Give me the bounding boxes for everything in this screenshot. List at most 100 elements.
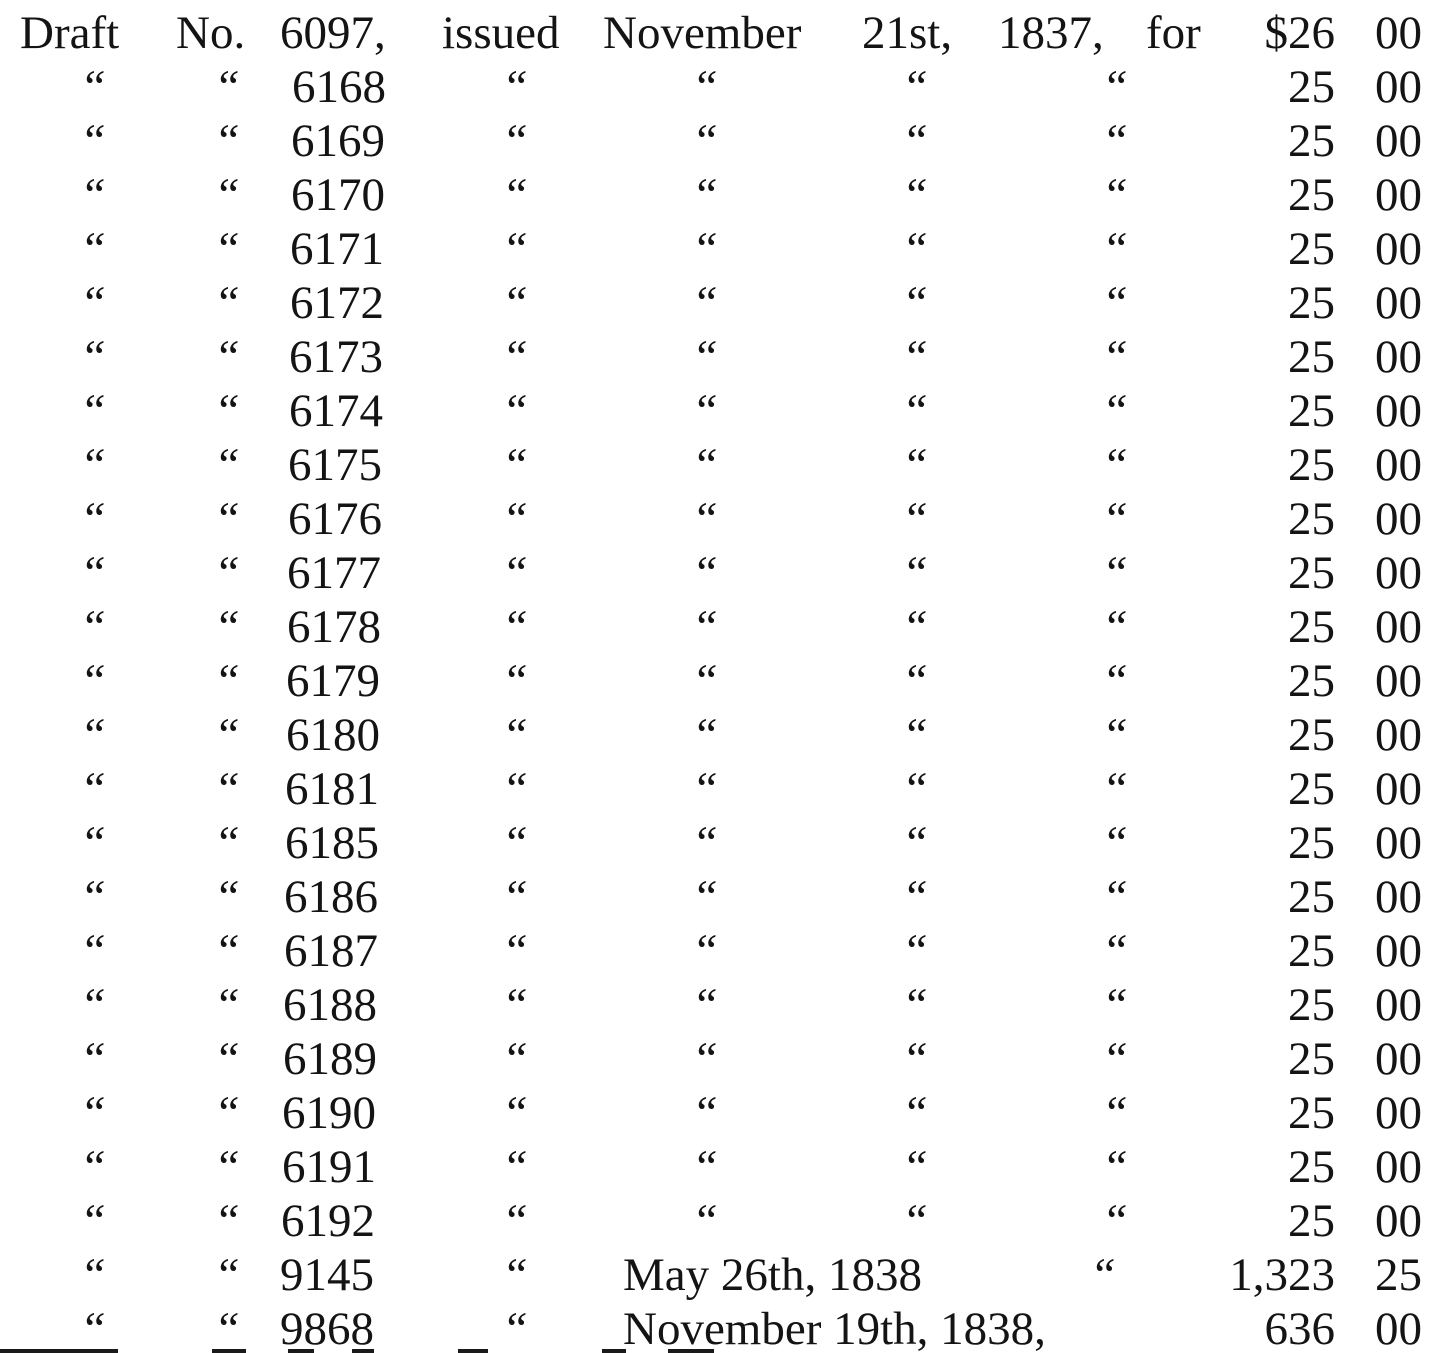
ledger-row: “ “ 6168 “ “ “ “ 25 00 — [0, 60, 1431, 114]
ditto-mark: “ — [213, 331, 241, 383]
ditto-mark: “ — [901, 1141, 929, 1193]
draft-number: 6181 — [285, 763, 379, 815]
ditto-mark: “ — [213, 655, 241, 707]
ditto-mark: “ — [501, 1303, 529, 1353]
ditto-mark: “ — [1101, 61, 1129, 113]
draft-number: 6176 — [288, 493, 382, 545]
ditto-mark: “ — [501, 601, 529, 653]
ditto-mark: “ — [501, 763, 529, 815]
amount-dollars: 25 — [1288, 169, 1335, 221]
ditto-mark: “ — [79, 277, 107, 329]
ditto-mark: “ — [213, 493, 241, 545]
draft-number: 6097, — [280, 7, 386, 59]
ditto-mark: “ — [79, 1303, 107, 1353]
ditto-mark: “ — [691, 223, 719, 275]
ledger-row: “ “ 6189 “ “ “ “ 25 00 — [0, 1032, 1431, 1086]
ditto-mark: “ — [691, 61, 719, 113]
amount-cents: 00 — [1375, 547, 1422, 599]
amount-cents: 00 — [1375, 115, 1422, 167]
amount-cents: 00 — [1375, 1087, 1422, 1139]
amount-cents: 00 — [1375, 817, 1422, 869]
ditto-mark: “ — [1101, 169, 1129, 221]
amount-dollars: 25 — [1288, 817, 1335, 869]
ditto-mark: “ — [901, 547, 929, 599]
ditto-mark: “ — [1101, 925, 1129, 977]
ditto-mark: “ — [79, 169, 107, 221]
ditto-mark: “ — [691, 439, 719, 491]
ditto-mark: “ — [213, 871, 241, 923]
ditto-mark: “ — [901, 331, 929, 383]
draft-number: 6187 — [284, 925, 378, 977]
ditto-mark: “ — [501, 115, 529, 167]
amount-cents: 00 — [1375, 601, 1422, 653]
ditto-mark: “ — [213, 223, 241, 275]
ditto-mark: “ — [1101, 817, 1129, 869]
ditto-mark: “ — [213, 439, 241, 491]
ditto-mark: “ — [213, 763, 241, 815]
amount-cents: 00 — [1375, 223, 1422, 275]
ledger-row: “ “ 6177 “ “ “ “ 25 00 — [0, 546, 1431, 600]
no-label: No. — [176, 7, 246, 59]
ditto-mark: “ — [901, 709, 929, 761]
ditto-mark: “ — [691, 493, 719, 545]
draft-number: 6179 — [286, 655, 380, 707]
amount-cents: 00 — [1375, 493, 1422, 545]
ditto-mark: “ — [1101, 601, 1129, 653]
ditto-mark: “ — [79, 1033, 107, 1085]
amount-dollars: 25 — [1288, 1141, 1335, 1193]
ledger-row: “ “ 9868 “ November 19th, 1838, 636 00 — [0, 1302, 1431, 1353]
amount-cents: 00 — [1375, 1303, 1422, 1353]
ditto-mark: “ — [691, 709, 719, 761]
ditto-mark: “ — [501, 655, 529, 707]
ledger-row: “ “ 6190 “ “ “ “ 25 00 — [0, 1086, 1431, 1140]
ditto-mark: “ — [1101, 439, 1129, 491]
ditto-mark: “ — [1101, 547, 1129, 599]
ditto-mark: “ — [501, 439, 529, 491]
ditto-mark: “ — [213, 1033, 241, 1085]
ditto-mark: “ — [501, 817, 529, 869]
ditto-mark: “ — [213, 979, 241, 1031]
ditto-mark: “ — [901, 493, 929, 545]
ditto-mark: “ — [79, 871, 107, 923]
ditto-mark: “ — [501, 1087, 529, 1139]
amount-cents: 00 — [1375, 871, 1422, 923]
ditto-mark: “ — [901, 655, 929, 707]
issued-label: issued — [442, 7, 560, 59]
ditto-mark: “ — [79, 979, 107, 1031]
amount-dollars: 1,323 — [1229, 1249, 1335, 1301]
amount-dollars: 25 — [1288, 1195, 1335, 1247]
ditto-mark: “ — [213, 1303, 241, 1353]
amount-dollars: 25 — [1288, 493, 1335, 545]
amount-dollars: 25 — [1288, 547, 1335, 599]
draft-label: Draft — [20, 7, 120, 59]
amount-dollars: 25 — [1288, 871, 1335, 923]
ditto-mark: “ — [691, 871, 719, 923]
ditto-mark: “ — [213, 115, 241, 167]
ditto-mark: “ — [1101, 1033, 1129, 1085]
amount-cents: 00 — [1375, 385, 1422, 437]
ditto-mark: “ — [901, 277, 929, 329]
ditto-mark: “ — [1101, 655, 1129, 707]
ditto-mark: “ — [213, 277, 241, 329]
ditto-mark: “ — [501, 493, 529, 545]
ditto-mark: “ — [213, 601, 241, 653]
ditto-mark: “ — [213, 1087, 241, 1139]
ditto-mark: “ — [213, 925, 241, 977]
ditto-mark: “ — [79, 493, 107, 545]
ditto-mark: “ — [691, 331, 719, 383]
ditto-mark: “ — [213, 1195, 241, 1247]
amount-cents: 00 — [1375, 1141, 1422, 1193]
ditto-mark: “ — [901, 439, 929, 491]
amount-cents: 00 — [1375, 1195, 1422, 1247]
ditto-mark: “ — [691, 385, 719, 437]
ditto-mark: “ — [901, 1033, 929, 1085]
ditto-mark: “ — [1101, 1087, 1129, 1139]
amount-cents: 00 — [1375, 331, 1422, 383]
ledger-row: “ “ 6179 “ “ “ “ 25 00 — [0, 654, 1431, 708]
issue-date: May 26th, 1838 — [623, 1249, 922, 1301]
ditto-mark: “ — [79, 1141, 107, 1193]
ditto-mark: “ — [501, 61, 529, 113]
amount-dollars: 636 — [1264, 1303, 1336, 1353]
amount-cents: 00 — [1375, 655, 1422, 707]
ditto-mark: “ — [1101, 385, 1129, 437]
